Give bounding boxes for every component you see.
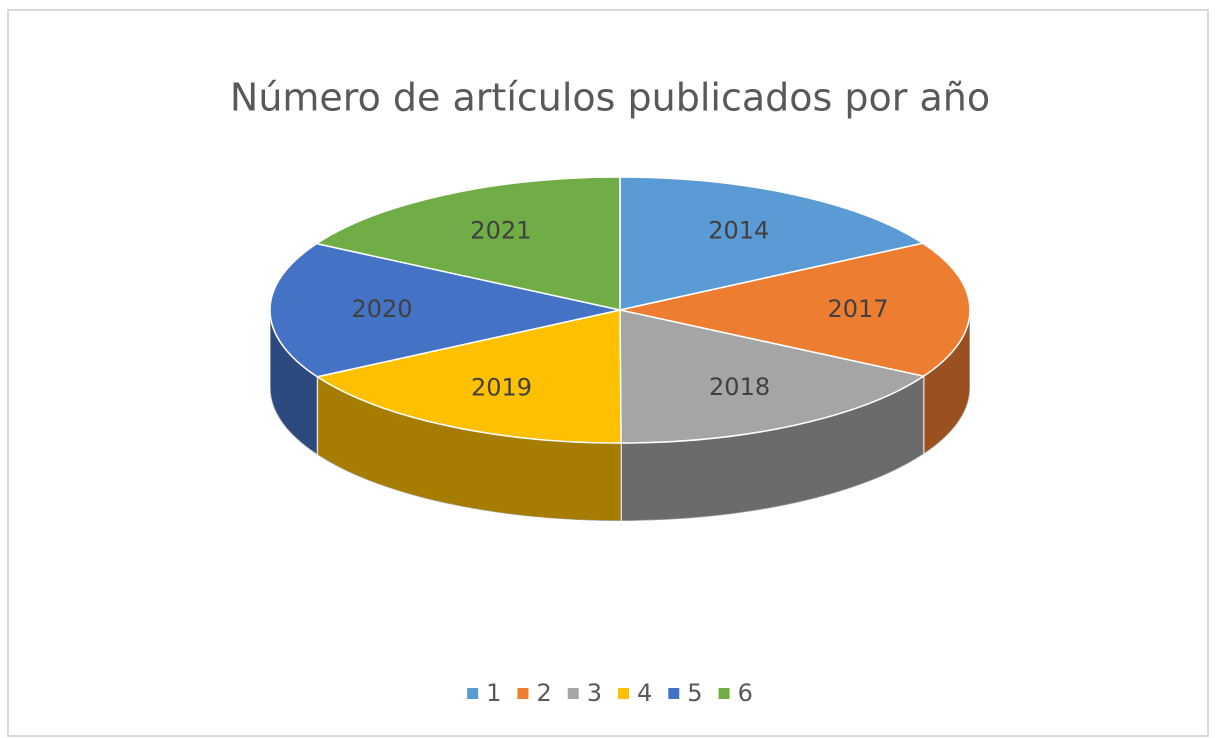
data-label: 2017	[827, 295, 888, 323]
legend-swatch	[567, 688, 579, 699]
data-label: 2021	[470, 217, 531, 245]
legend-swatch	[467, 688, 479, 699]
legend-label: 6	[738, 679, 753, 707]
data-label: 2018	[709, 373, 770, 401]
legend-swatch	[517, 688, 529, 699]
pie-slice-shade	[270, 310, 318, 455]
pie-slice-shade	[620, 376, 924, 521]
legend-swatch	[668, 688, 680, 699]
pie-slice	[269, 242, 621, 378]
pie-slice-shade	[923, 310, 970, 455]
data-label: 2019	[471, 373, 532, 401]
data-label: 2014	[708, 217, 769, 245]
data-label: 2020	[351, 295, 412, 323]
legend-label: 4	[637, 679, 652, 707]
pie-slice-shade	[317, 376, 621, 521]
pie-slice	[314, 176, 621, 311]
pie-slice	[619, 309, 926, 444]
legend-label: 1	[486, 679, 501, 707]
legend-swatch	[618, 688, 629, 699]
legend-label: 3	[587, 679, 602, 707]
legend-label: 2	[536, 679, 551, 707]
chart-title: Número de artículos publicados por año	[230, 76, 990, 120]
legend: 1 2 3 4 5 6	[467, 679, 753, 707]
pie-slice	[619, 176, 925, 311]
pie-slice	[315, 309, 622, 444]
legend-label: 5	[687, 679, 702, 707]
legend-swatch	[718, 688, 730, 699]
pie-slice	[619, 242, 971, 377]
